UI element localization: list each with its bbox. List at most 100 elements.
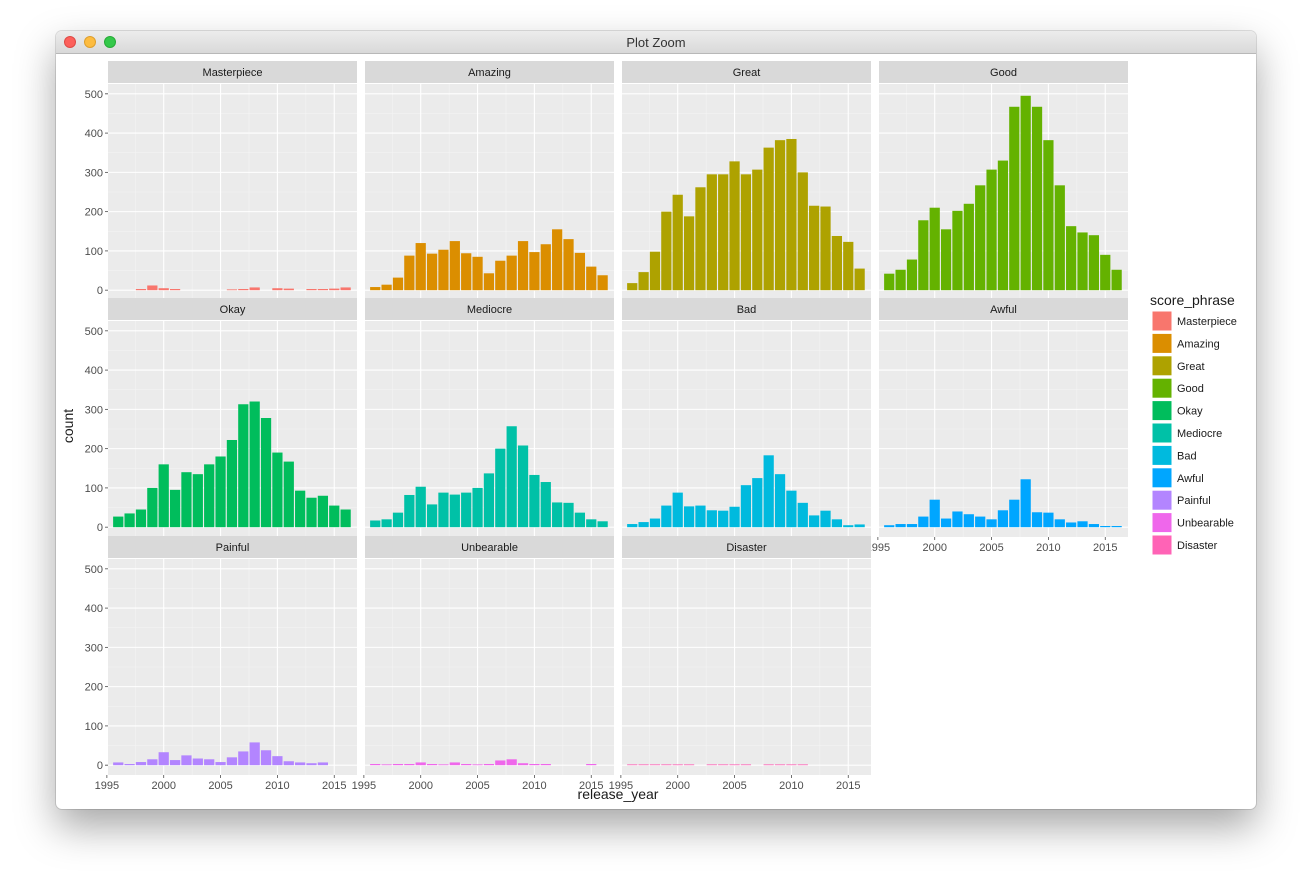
bar-bad-2013 [820,510,831,528]
facet-label-amazing: Amazing [468,67,511,79]
bar-amazing-2007 [495,260,506,291]
bar-bad-2004 [718,510,729,528]
bar-unbearable-2004 [461,764,472,766]
bar-great-2001 [683,216,695,291]
bar-good-2006 [997,160,1009,291]
facet-label-okay: Okay [220,304,246,316]
x-tick-label: 2010 [779,780,803,792]
bar-awful-2013 [1077,521,1088,528]
y-tick-label: 0 [97,285,103,297]
bar-good-2002 [952,210,963,291]
zoom-button[interactable] [104,36,116,48]
bar-painful-2010 [272,756,283,766]
bar-good-2010 [1043,140,1054,291]
bar-bad-2006 [740,485,752,528]
bar-awful-2012 [1066,522,1077,528]
facet-label-painful: Painful [216,542,250,554]
bar-mediocre-2015 [586,519,597,528]
x-tick-label: 2000 [922,542,946,554]
bar-painful-2005 [215,762,226,766]
bar-bad-2002 [695,505,706,528]
bar-awful-2010 [1043,512,1054,528]
bar-bad-1996 [627,524,638,528]
bar-unbearable-2003 [449,762,460,766]
bar-okay-2013 [306,497,317,528]
bar-bad-2010 [786,490,797,528]
x-tick-label: 2015 [322,780,346,792]
bar-disaster-1997 [638,764,649,766]
bar-great-2016 [854,268,865,291]
close-button[interactable] [64,36,76,48]
facet-strip-great [622,61,871,83]
bar-painful-2004 [204,759,215,766]
y-tick-label: 200 [85,682,103,694]
facet-strip-painful [108,536,357,558]
y-tick-label: 400 [85,365,103,377]
facet-label-good: Good [990,67,1017,79]
bar-mediocre-2004 [461,492,472,528]
bar-okay-2001 [169,489,181,528]
bar-mediocre-2007 [495,448,506,528]
bar-mediocre-2016 [597,521,608,528]
facet-strip-awful [879,298,1128,320]
bar-awful-1998 [906,524,918,528]
bar-great-2007 [752,169,763,291]
legend-key-great [1151,355,1173,377]
bar-great-1998 [649,251,661,291]
bar-masterpiece-2008 [249,287,260,291]
bar-mediocre-1998 [392,512,404,528]
y-tick-label: 0 [97,522,103,534]
bar-amazing-2009 [517,241,529,291]
facet-strip-masterpiece [108,61,357,83]
bar-masterpiece-2011 [283,288,294,291]
bar-painful-1998 [135,762,147,766]
bar-great-2012 [809,205,820,291]
y-tick-label: 100 [85,721,103,733]
bar-masterpiece-2010 [272,288,283,291]
bar-amazing-1998 [392,277,404,291]
y-tick-label: 300 [85,167,103,179]
bar-good-1999 [918,220,929,291]
bar-good-2008 [1020,95,1031,291]
y-tick-label: 100 [85,246,103,258]
bar-awful-2006 [997,510,1009,528]
bar-good-2015 [1100,254,1111,291]
bar-bad-2015 [843,525,854,528]
bar-amazing-2015 [586,266,597,291]
bar-okay-2007 [238,404,249,528]
bar-awful-2016 [1111,526,1122,528]
x-tick-label: 2015 [1093,542,1117,554]
bar-amazing-2005 [472,256,483,291]
bar-awful-2007 [1009,499,1020,528]
bar-painful-2007 [238,751,249,766]
bar-great-2003 [706,174,717,291]
x-tick-label: 2005 [979,542,1003,554]
bar-disaster-2000 [672,764,683,766]
bar-unbearable-2002 [438,764,449,766]
bar-painful-2000 [158,752,169,766]
bar-great-1999 [661,211,672,291]
minimize-button[interactable] [84,36,96,48]
bar-amazing-2006 [483,273,495,291]
title-bar[interactable]: Plot Zoom [56,31,1256,54]
facet-strip-mediocre [365,298,614,320]
bar-mediocre-2012 [552,502,563,528]
y-axis-title: count [60,409,76,443]
bar-good-2007 [1009,106,1020,291]
bar-disaster-1996 [627,764,638,766]
y-tick-label: 100 [85,483,103,495]
facet-strip-disaster [622,536,871,558]
y-tick-label: 200 [85,207,103,219]
bar-masterpiece-2016 [340,287,351,291]
bar-awful-2002 [952,511,963,528]
bar-amazing-1997 [381,284,392,291]
bar-good-2000 [929,207,940,291]
bar-awful-1999 [918,516,929,528]
bar-masterpiece-1998 [135,289,147,291]
bar-good-2004 [975,185,986,291]
bar-painful-1996 [113,762,124,766]
bar-great-2011 [797,172,808,291]
bar-okay-2016 [340,509,351,528]
bar-great-1997 [638,272,649,291]
bar-okay-2003 [192,474,203,528]
